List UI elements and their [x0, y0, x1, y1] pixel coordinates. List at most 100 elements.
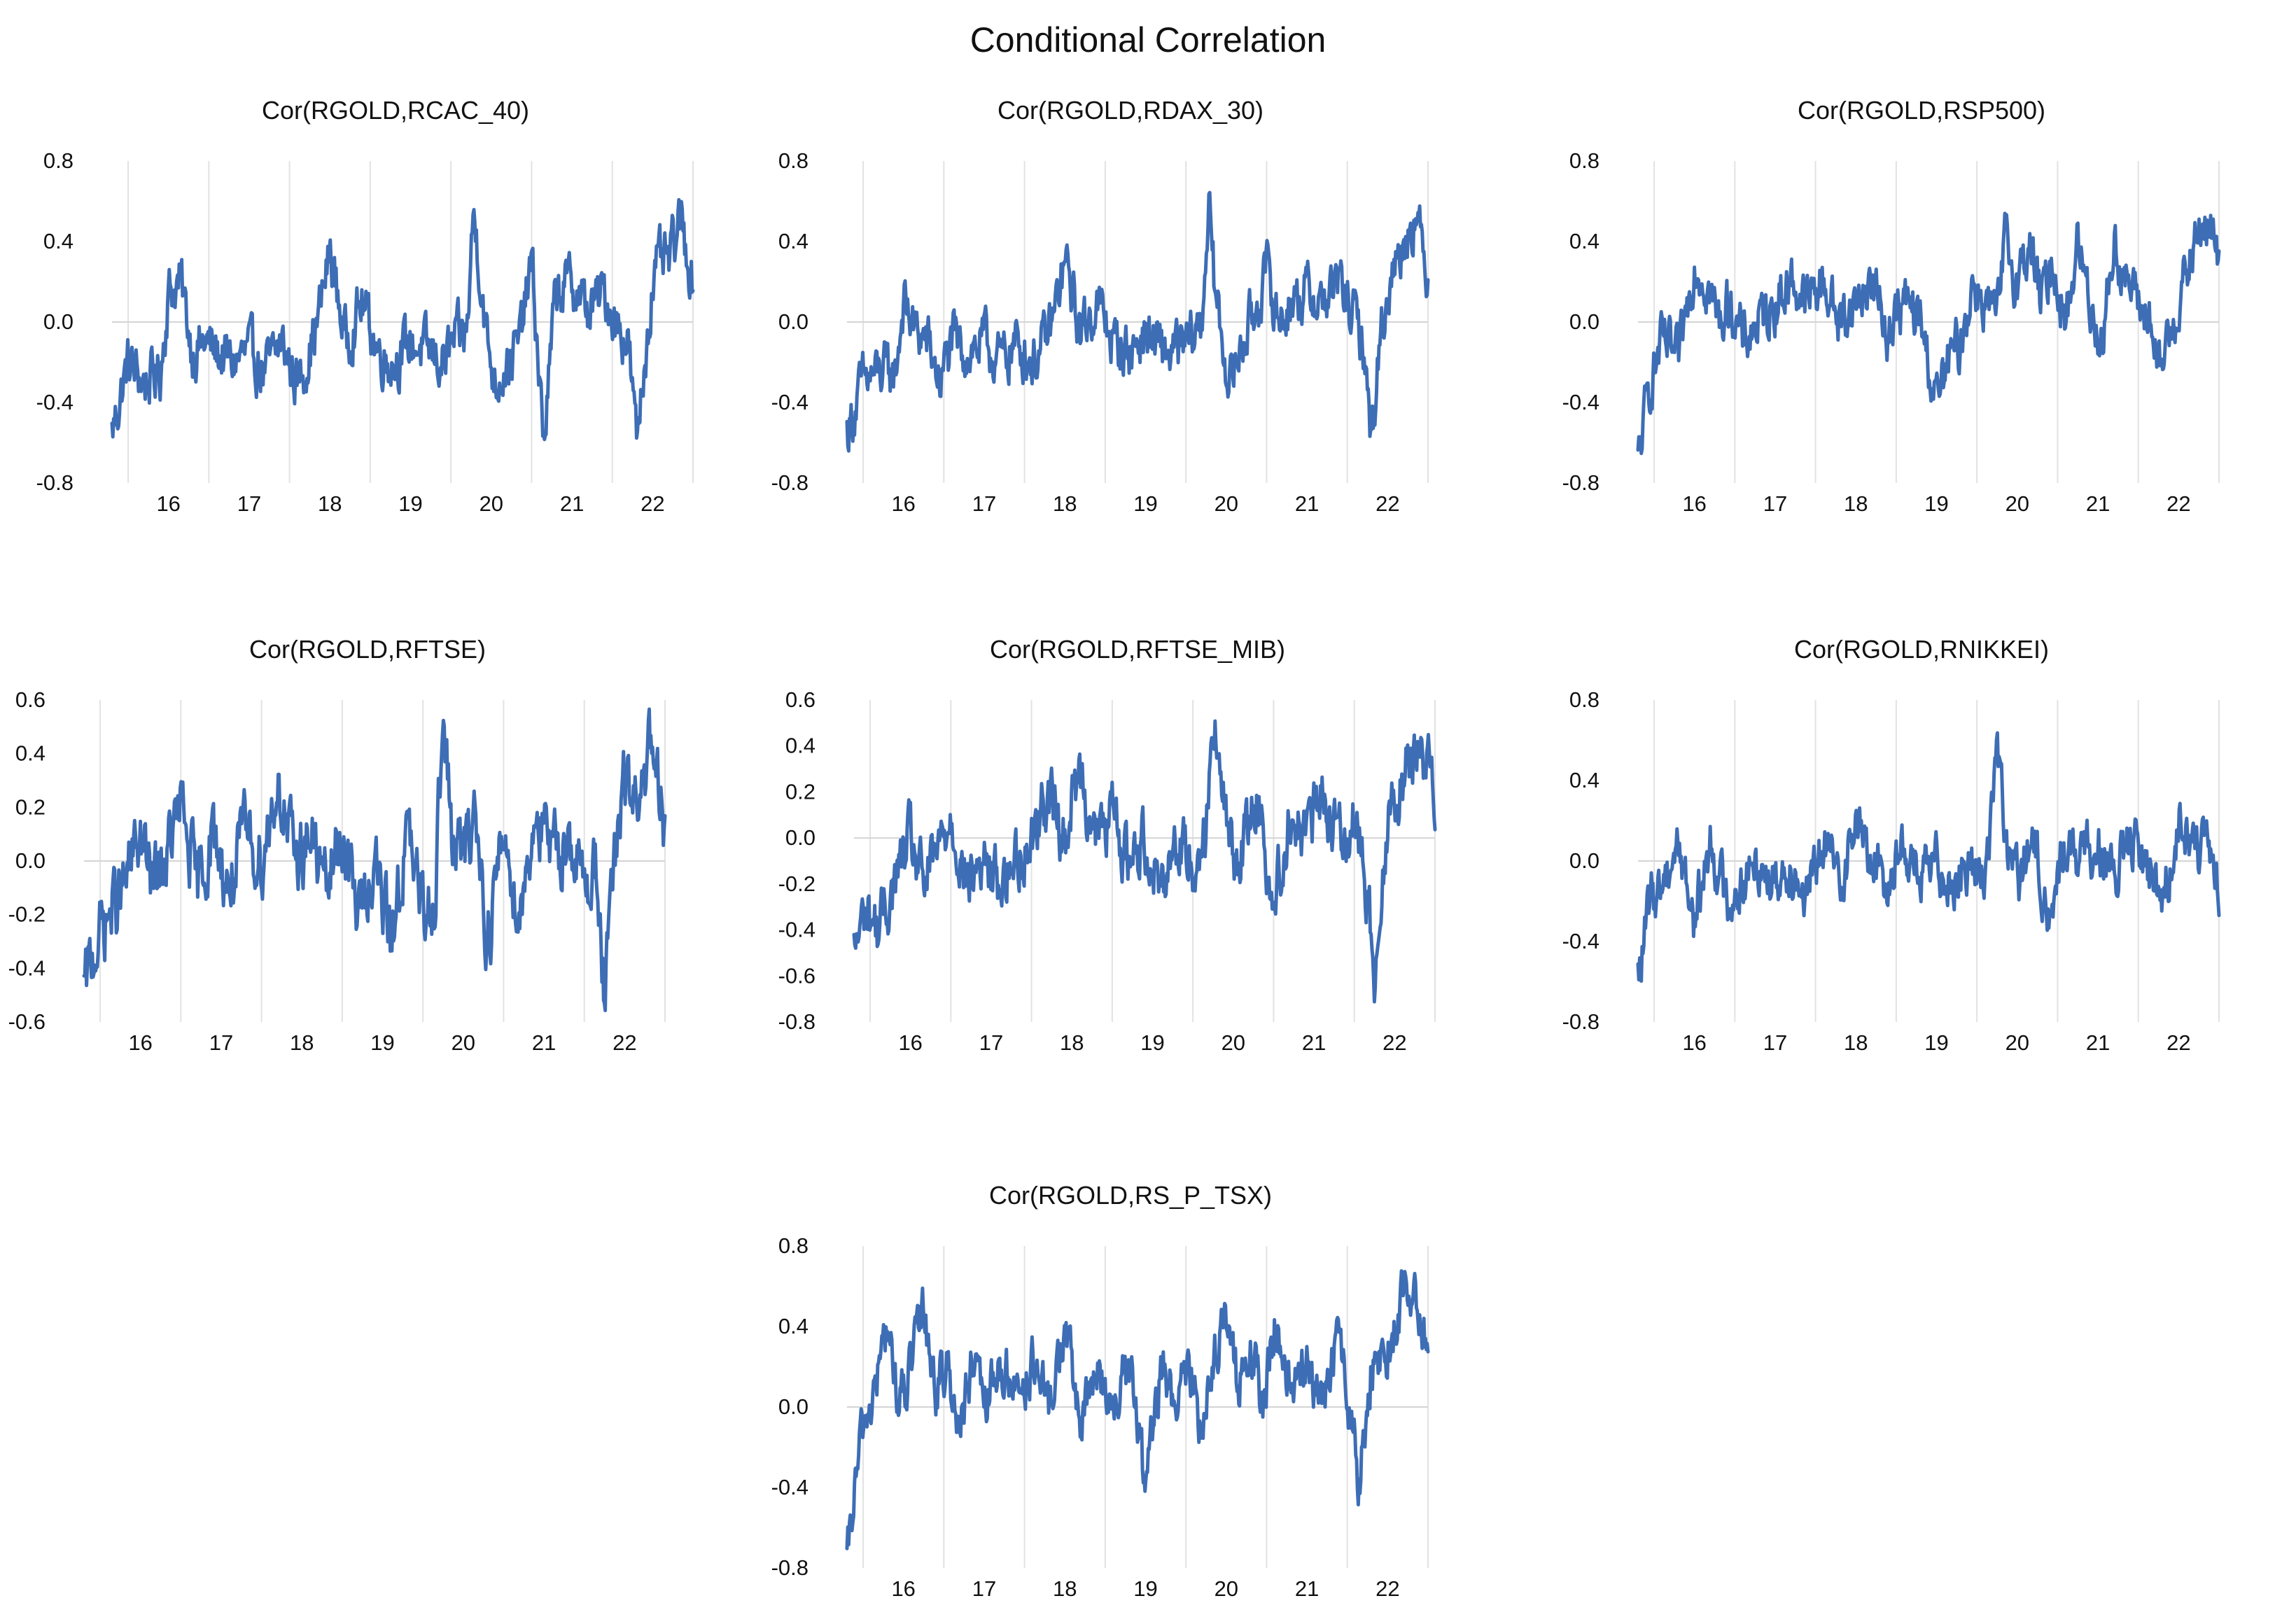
x-tick-label: 20 — [1222, 1030, 1245, 1055]
x-tick-label: 21 — [2086, 1030, 2110, 1055]
chart-svg: Cor(RGOLD,RFTSE) 0.6 0.4 0.2 0.0 -0.2 -0.4 -0.6… — [8, 635, 667, 1055]
y-tick-label: -0.4 — [771, 1475, 808, 1499]
x-tick-label: 18 — [1053, 1576, 1077, 1601]
x-tick-label: 19 — [370, 1030, 394, 1055]
chart-title: Cor(RGOLD,RFTSE_MIB) — [990, 635, 1285, 664]
series-line — [845, 1269, 1430, 1550]
x-tick-label: 21 — [532, 1030, 556, 1055]
chart-title: Cor(RGOLD,RFTSE) — [249, 635, 486, 664]
series-line — [1636, 211, 2221, 456]
y-tick-label: -0.6 — [778, 963, 816, 988]
x-tick-label: 16 — [1682, 1030, 1706, 1055]
x-tick-label: 21 — [1295, 491, 1319, 516]
x-tick-label: 18 — [1844, 1030, 1868, 1055]
chart-svg: Cor(RGOLD,RCAC_40) 0.8 0.4 0.0 -0.4 -0.8 16 17 1… — [36, 96, 695, 516]
x-tick-label: 22 — [640, 491, 664, 516]
series-line — [845, 190, 1430, 453]
chart-svg: Cor(RGOLD,RSP500) 0.8 0.4 0.0 -0.4 -0.8 16 17 18… — [1562, 96, 2221, 516]
x-tick-label: 22 — [1376, 1576, 1399, 1601]
y-tick-label: -0.4 — [1562, 929, 1600, 953]
y-tick-label: 0.8 — [778, 148, 808, 173]
y-tick-label: 0.4 — [778, 1314, 808, 1338]
series-line — [852, 719, 1437, 1004]
chart-svg: Cor(RGOLD,RS_P_TSX) 0.8 0.4 0.0 -0.4 -0.8 16 17… — [771, 1181, 1430, 1601]
y-tick-label: -0.4 — [8, 955, 46, 980]
y-tick-label: 0.0 — [785, 825, 816, 850]
x-tick-label: 22 — [612, 1030, 636, 1055]
x-tick-label: 21 — [560, 491, 584, 516]
main-title: Conditional Correlation — [969, 20, 1326, 59]
y-tick-label: 0.2 — [785, 779, 816, 804]
chart-svg: Cor(RGOLD,RNIKKEI) 0.8 0.4 0.0 -0.4 -0.8 16 17 1… — [1562, 635, 2221, 1055]
y-tick-label: 0.4 — [1569, 768, 1600, 792]
x-tick-label: 20 — [1214, 491, 1238, 516]
x-tick-label: 18 — [1053, 491, 1077, 516]
y-tick-label: 0.0 — [15, 848, 46, 873]
x-tick-label: 20 — [2005, 491, 2029, 516]
x-tick-label: 22 — [1382, 1030, 1406, 1055]
x-tick-label: 16 — [156, 491, 180, 516]
y-tick-label: -0.4 — [778, 918, 816, 942]
x-tick-label: 22 — [1376, 491, 1399, 516]
x-tick-label: 21 — [1302, 1030, 1326, 1055]
x-tick-label: 19 — [1133, 491, 1157, 516]
chart-title: Cor(RGOLD,RSP500) — [1798, 96, 2045, 125]
y-tick-label: 0.4 — [785, 734, 816, 758]
chart-title: Cor(RGOLD,RDAX_30) — [997, 96, 1264, 125]
x-tick-label: 19 — [1924, 491, 1948, 516]
y-tick-label: 0.0 — [1569, 848, 1600, 873]
y-tick-label: -0.8 — [771, 470, 808, 495]
y-tick-label: 0.4 — [43, 229, 74, 253]
x-tick-label: 17 — [972, 1576, 996, 1601]
x-tick-label: 21 — [2086, 491, 2110, 516]
chart-panel-rnikkei: Cor(RGOLD,RNIKKEI) 0.8 0.4 0.0 -0.4 -0.8 16 17 1… — [1562, 630, 2268, 1060]
y-tick-label: 0.0 — [43, 309, 74, 334]
y-tick-label: 0.0 — [778, 1394, 808, 1419]
x-tick-label: 16 — [891, 1576, 915, 1601]
x-tick-label: 20 — [2005, 1030, 2029, 1055]
chart-title: Cor(RGOLD,RNIKKEI) — [1794, 635, 2049, 664]
x-tick-label: 17 — [1763, 491, 1787, 516]
x-tick-label: 20 — [479, 491, 503, 516]
x-tick-label: 17 — [209, 1030, 233, 1055]
y-tick-label: 0.4 — [15, 741, 46, 766]
chart-panel-rftse-mib: Cor(RGOLD,RFTSE_MIB) 0.6 0.4 0.2 0.0 -0.2 -0.4… — [778, 630, 1484, 1060]
x-tick-label: 22 — [2166, 491, 2190, 516]
chart-panel-rsp500: Cor(RGOLD,RSP500) 0.8 0.4 0.0 -0.4 -0.8 16 17 18… — [1562, 91, 2268, 522]
x-tick-label: 17 — [237, 491, 261, 516]
series-line — [82, 707, 667, 1012]
chart-svg: Cor(RGOLD,RFTSE_MIB) 0.6 0.4 0.2 0.0 -0.2 -0.4… — [778, 635, 1437, 1055]
y-tick-label: 0.8 — [43, 148, 74, 173]
chart-svg: Cor(RGOLD,RDAX_30) 0.8 0.4 0.0 -0.4 -0.8 16 17 1… — [771, 96, 1430, 516]
x-tick-label: 18 — [1844, 491, 1868, 516]
y-tick-label: 0.8 — [778, 1233, 808, 1258]
y-tick-label: -0.8 — [1562, 470, 1600, 495]
chart-panel-rsp-tsx: Cor(RGOLD,RS_P_TSX) 0.8 0.4 0.0 -0.4 -0.8 16 17… — [771, 1176, 1477, 1606]
y-tick-label: 0.6 — [15, 687, 46, 712]
x-tick-label: 16 — [1682, 491, 1706, 516]
chart-title: Cor(RGOLD,RS_P_TSX) — [989, 1181, 1272, 1210]
y-tick-label: -0.2 — [8, 902, 46, 927]
y-tick-label: -0.8 — [1562, 1009, 1600, 1034]
y-tick-label: 0.6 — [785, 687, 816, 712]
x-tick-label: 16 — [128, 1030, 152, 1055]
y-tick-label: -0.2 — [778, 872, 816, 896]
x-tick-label: 16 — [891, 491, 915, 516]
x-tick-label: 18 — [1060, 1030, 1084, 1055]
x-tick-label: 18 — [318, 491, 342, 516]
y-tick-label: 0.2 — [15, 794, 46, 819]
y-tick-label: 0.4 — [1569, 229, 1600, 253]
y-tick-label: -0.8 — [778, 1009, 816, 1034]
chart-title: Cor(RGOLD,RCAC_40) — [262, 96, 529, 125]
chart-panel-rcac40: Cor(RGOLD,RCAC_40) 0.8 0.4 0.0 -0.4 -0.8 16 17 1… — [36, 91, 742, 522]
x-tick-label: 19 — [1140, 1030, 1164, 1055]
y-tick-label: -0.4 — [771, 390, 808, 414]
y-tick-label: -0.8 — [771, 1555, 808, 1580]
y-tick-label: -0.8 — [36, 470, 74, 495]
x-tick-label: 19 — [1924, 1030, 1948, 1055]
x-tick-label: 19 — [1133, 1576, 1157, 1601]
y-tick-label: 0.0 — [1569, 309, 1600, 334]
y-tick-label: -0.4 — [36, 390, 74, 414]
series-line — [1636, 731, 2221, 983]
x-tick-label: 19 — [398, 491, 422, 516]
